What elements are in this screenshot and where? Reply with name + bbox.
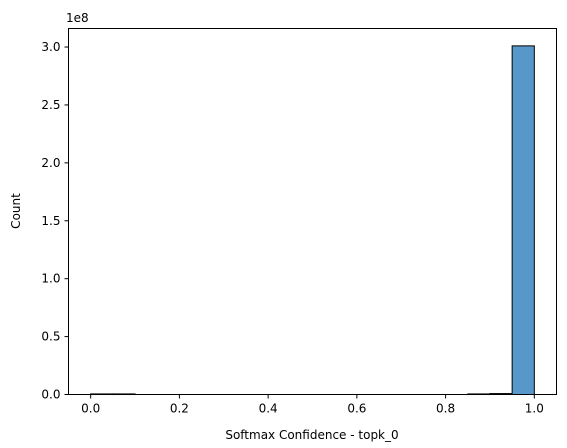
x-tick-label: 0.6: [347, 402, 366, 416]
x-axis-label: Softmax Confidence - topk_0: [225, 428, 398, 442]
y-tick-label: 1.0: [41, 272, 60, 286]
x-tick-label: 0.8: [436, 402, 455, 416]
y-axis-ticks: 0.0 0.5 1.0 1.5 2.0 2.5 3.0: [41, 40, 69, 402]
histogram-bars: [90, 45, 535, 396]
x-tick-label: 0.2: [170, 402, 189, 416]
y-offset-label: 1e8: [66, 11, 89, 25]
x-tick-label: 0.4: [259, 402, 278, 416]
y-tick-label: 0.5: [41, 330, 60, 344]
y-tick-label: 1.5: [41, 214, 60, 228]
x-tick-label: 1.0: [525, 402, 544, 416]
x-tick-label: 0.0: [81, 402, 100, 416]
y-axis-label: Count: [9, 193, 23, 229]
y-tick-label: 3.0: [41, 40, 60, 54]
y-tick-label: 2.0: [41, 156, 60, 170]
y-tick-label: 0.0: [41, 388, 60, 402]
x-axis-ticks: 0.0 0.2 0.4 0.6 0.8 1.0: [81, 394, 544, 416]
y-tick-label: 2.5: [41, 98, 60, 112]
plot-frame: [68, 28, 557, 395]
histogram-bar-4: [511, 45, 535, 396]
